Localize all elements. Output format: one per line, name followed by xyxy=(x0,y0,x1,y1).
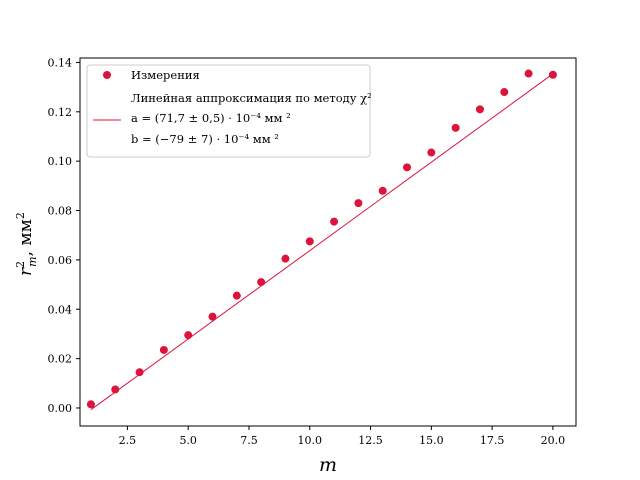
y-tick-label: 0.10 xyxy=(48,155,73,168)
x-tick-label: 17.5 xyxy=(480,434,505,447)
data-point xyxy=(354,199,363,208)
y-axis-label-subscript: m xyxy=(26,256,39,266)
legend-label-measurements: Измерения xyxy=(131,68,200,82)
data-point xyxy=(184,331,193,340)
legend-label-param-a: a = (71,7 ± 0,5) · 10⁻⁴ мм ² xyxy=(131,111,291,125)
legend-label-fit: Линейная аппроксимация по методу χ² xyxy=(131,91,372,105)
data-point xyxy=(257,278,266,287)
data-point xyxy=(159,345,168,354)
y-axis-label: r2m, мм2 xyxy=(14,212,39,276)
fit-line-layer xyxy=(90,73,554,411)
y-tick-label: 0.02 xyxy=(48,353,73,366)
data-point xyxy=(305,237,314,246)
data-point xyxy=(378,186,387,195)
y-tick-label: 0.14 xyxy=(48,56,73,69)
y-axis-label-symbol: r xyxy=(16,267,36,276)
data-point xyxy=(524,69,533,78)
x-tick-label: 7.5 xyxy=(240,434,258,447)
x-tick-label: 5.0 xyxy=(179,434,197,447)
y-tick-label: 0.00 xyxy=(48,402,73,415)
x-axis-ticks: 2.5 5.0 7.5 10.0 12.5 15.0 17.5 20.0 xyxy=(119,426,565,447)
data-point xyxy=(111,385,120,394)
data-point xyxy=(475,105,484,114)
data-point xyxy=(86,400,95,409)
legend-box xyxy=(86,64,371,158)
data-point xyxy=(208,312,217,321)
x-tick-label: 15.0 xyxy=(419,434,444,447)
data-points-layer xyxy=(86,69,557,409)
x-tick-label: 12.5 xyxy=(358,434,383,447)
data-point xyxy=(403,163,412,172)
data-point xyxy=(548,70,557,79)
y-tick-label: 0.08 xyxy=(48,205,73,218)
y-axis-label-unit-superscript: 2 xyxy=(14,212,27,219)
data-point xyxy=(135,368,144,377)
y-axis-label-superscript: 2 xyxy=(14,261,27,268)
y-tick-label: 0.12 xyxy=(48,106,73,119)
data-point xyxy=(281,254,290,263)
y-axis-ticks: 0.00 0.02 0.04 0.06 0.08 0.10 0.12 0.14 xyxy=(48,56,80,415)
y-tick-label: 0.06 xyxy=(48,254,73,267)
x-tick-label: 10.0 xyxy=(298,434,323,447)
data-point xyxy=(451,123,460,132)
y-axis-label-unit: , мм xyxy=(16,219,36,256)
x-tick-label: 20.0 xyxy=(541,434,566,447)
data-point xyxy=(427,148,436,157)
data-point xyxy=(232,291,241,300)
data-point xyxy=(500,88,509,97)
plot-area xyxy=(79,57,577,427)
legend-label-param-b: b = (−79 ± 7) · 10⁻⁴ мм ² xyxy=(131,132,279,146)
y-tick-label: 0.04 xyxy=(48,303,73,316)
fit-line xyxy=(90,73,554,411)
legend-marker-measurements xyxy=(103,71,111,79)
x-tick-label: 2.5 xyxy=(119,434,137,447)
x-axis-label: m xyxy=(319,454,337,476)
data-point xyxy=(330,217,339,226)
legend: Измерения Линейная аппроксимация по мето… xyxy=(86,64,372,158)
